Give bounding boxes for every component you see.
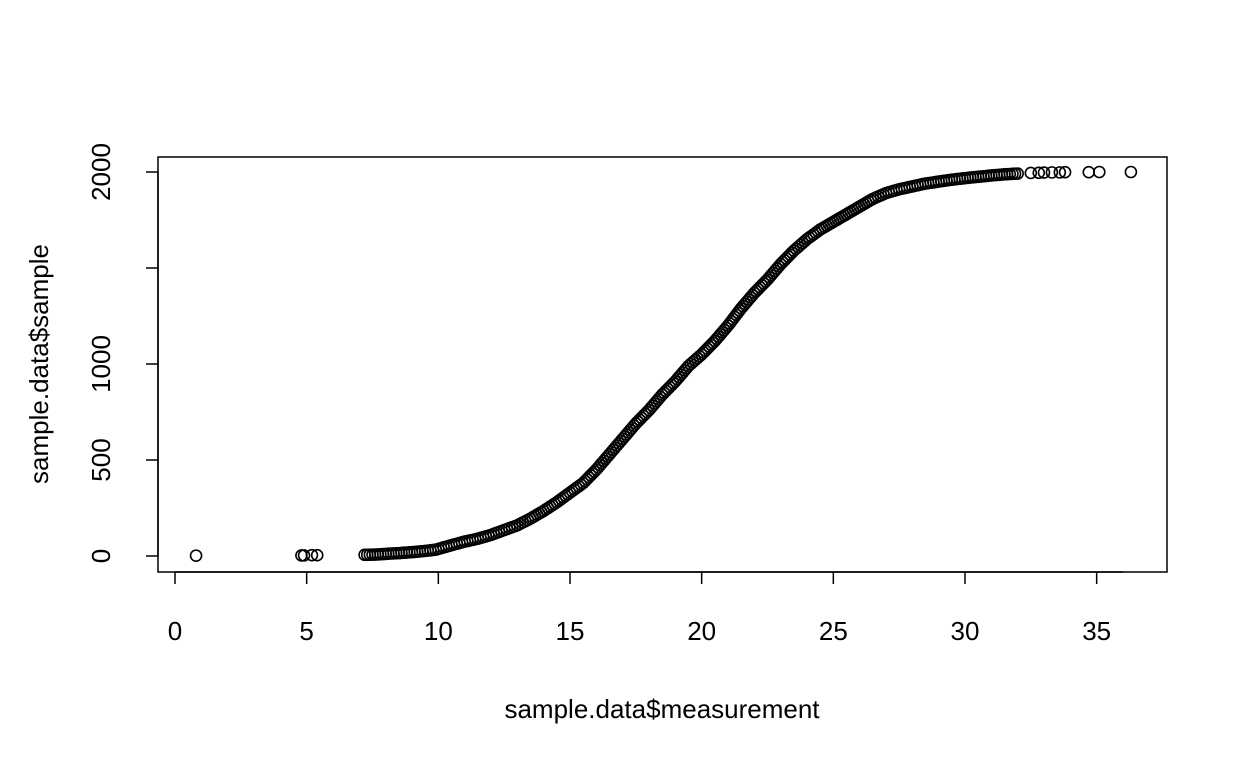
data-point xyxy=(1093,165,1106,179)
x-axis-title: sample.data$measurement xyxy=(504,694,820,724)
data-point xyxy=(189,549,203,562)
y-tick-label: 1000 xyxy=(86,335,116,393)
y-tick-label: 500 xyxy=(86,438,116,481)
data-point xyxy=(1058,165,1072,179)
data-point xyxy=(1053,166,1067,179)
y-axis: 0 500 1000 2000 xyxy=(86,143,159,563)
x-tick-label: 0 xyxy=(168,616,182,646)
data-point xyxy=(1024,166,1038,180)
data-point xyxy=(1045,166,1059,179)
data-point xyxy=(1124,165,1138,179)
data-points xyxy=(189,165,1138,562)
data-point xyxy=(297,549,311,562)
x-tick-label: 5 xyxy=(299,616,313,646)
x-axis: 0 5 10 15 20 25 30 35 xyxy=(168,571,1123,646)
x-tick-label: 30 xyxy=(951,616,980,646)
data-point xyxy=(1032,166,1046,180)
data-point xyxy=(1037,166,1051,179)
data-point xyxy=(310,548,324,562)
data-point xyxy=(305,548,319,562)
x-tick-label: 20 xyxy=(687,616,716,646)
x-tick-label: 10 xyxy=(424,616,453,646)
data-point xyxy=(295,549,308,562)
y-tick-label: 0 xyxy=(86,549,116,563)
plot-frame xyxy=(157,156,1168,573)
y-tick-label: 2000 xyxy=(86,143,116,201)
x-tick-label: 25 xyxy=(819,616,848,646)
x-tick-label: 15 xyxy=(556,616,585,646)
y-axis-title: sample.data$sample xyxy=(24,244,54,484)
data-point xyxy=(1011,167,1024,180)
data-point xyxy=(1082,165,1096,179)
x-tick-label: 35 xyxy=(1082,616,1111,646)
